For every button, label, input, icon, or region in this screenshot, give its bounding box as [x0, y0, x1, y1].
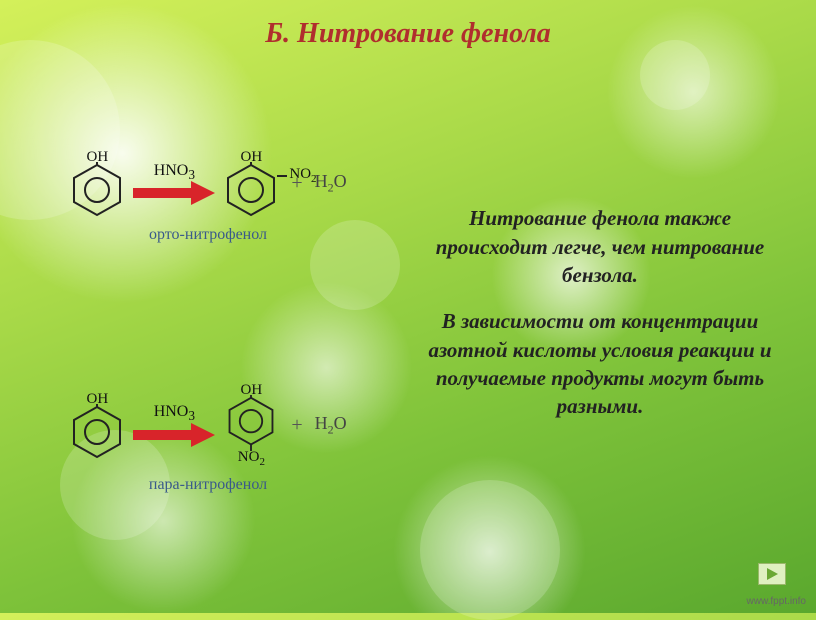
- reaction-para: OH HNO3 OH NO2 + H2O: [8, 382, 408, 494]
- benzene-ring-icon: [223, 395, 279, 451]
- description-panel: Нитрование фенола также происходит легче…: [408, 70, 816, 573]
- next-slide-button[interactable]: [758, 563, 786, 585]
- arrow-icon: [133, 423, 215, 447]
- play-icon: [765, 567, 779, 581]
- arrow-icon: [133, 181, 215, 205]
- paragraph-1: Нитрование фенола также происходит легче…: [418, 204, 782, 289]
- ortho-nitrophenol-product: OH NO2: [223, 149, 279, 218]
- product-name: орто-нитрофенол: [149, 226, 267, 244]
- reaction-arrow: HNO3: [133, 403, 215, 446]
- footer-credit: www.fppt.info: [747, 596, 806, 607]
- reaction-arrow: HNO3: [133, 162, 215, 205]
- benzene-ring-icon: [69, 162, 125, 218]
- benzene-ring-icon: NO2: [223, 162, 279, 218]
- slide-title: Б. Нитрование фенола: [0, 0, 816, 50]
- reagent-label: HNO3: [154, 162, 195, 183]
- no2-substituent: NO2: [238, 449, 265, 468]
- reagent-label: HNO3: [154, 403, 195, 424]
- water-label: H2O: [315, 171, 347, 196]
- para-nitrophenol-product: OH NO2: [223, 382, 279, 468]
- phenol-reactant: OH: [69, 149, 125, 218]
- plus-label: +: [287, 414, 306, 437]
- benzene-ring-icon: [69, 404, 125, 460]
- reactions-panel: OH HNO3 OH NO2 + H2O: [0, 70, 408, 573]
- phenol-reactant: OH: [69, 391, 125, 460]
- no2-substituent: NO2: [277, 166, 316, 185]
- reaction-ortho: OH HNO3 OH NO2 + H2O: [8, 149, 408, 244]
- paragraph-2: В зависимости от концентрации азотной ки…: [418, 307, 782, 420]
- content-area: OH HNO3 OH NO2 + H2O: [0, 70, 816, 573]
- water-label: H2O: [315, 413, 347, 438]
- product-name: пара-нитрофенол: [149, 476, 267, 494]
